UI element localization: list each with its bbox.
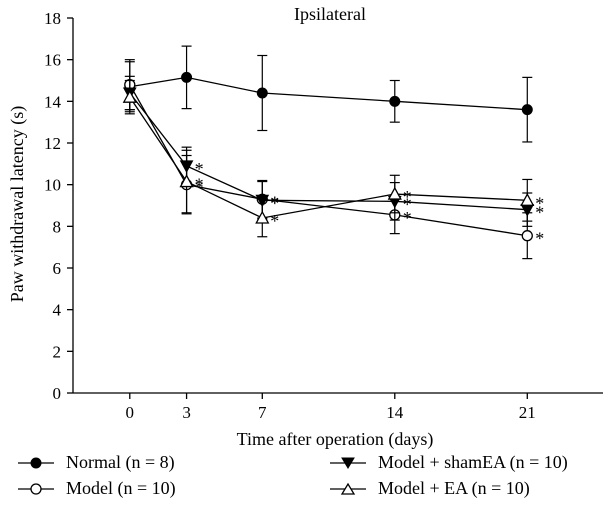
y-tick-label: 16 xyxy=(44,51,61,70)
filled-triangle-down-icon xyxy=(330,457,366,469)
y-tick-label: 4 xyxy=(53,301,62,320)
chart-title: Ipsilateral xyxy=(294,4,366,24)
significance-star: * xyxy=(403,208,412,228)
data-point xyxy=(521,230,533,242)
y-tick-label: 18 xyxy=(44,9,61,28)
legend-item-normal: Normal (n = 8) xyxy=(18,452,175,473)
y-tick-label: 6 xyxy=(53,259,62,278)
y-tick-label: 10 xyxy=(44,176,61,195)
x-axis-label: Time after operation (days) xyxy=(237,429,434,450)
legend-item-model-shamea: Model + shamEA (n = 10) xyxy=(330,452,568,473)
data-point xyxy=(387,186,402,200)
series-layer: ****** * **** * xyxy=(122,45,544,260)
legend-label-model: Model (n = 10) xyxy=(66,478,176,498)
axes: 0 2 4 6 8 10 12 14 16 18 0 3 7 14 21 xyxy=(44,9,603,422)
significance-star: * xyxy=(270,192,279,212)
y-tick-label: 0 xyxy=(53,384,62,403)
y-tick-label: 12 xyxy=(44,134,61,153)
significance-star: * xyxy=(403,187,412,207)
legend-item-model-ea: Model + EA (n = 10) xyxy=(330,478,530,499)
y-tick-label: 2 xyxy=(53,342,62,361)
series-line xyxy=(129,96,528,219)
significance-star: * xyxy=(195,159,204,179)
open-circle-icon xyxy=(18,482,54,495)
significance-star: * xyxy=(270,211,279,231)
y-axis-label: Paw withdrawal latency (s) xyxy=(7,106,28,302)
legend-item-model: Model (n = 10) xyxy=(18,478,176,499)
data-point xyxy=(255,210,270,224)
filled-circle-icon xyxy=(18,457,54,468)
significance-star: * xyxy=(195,175,204,195)
y-tick-label: 14 xyxy=(44,92,62,111)
x-tick-label: 21 xyxy=(519,403,536,422)
x-tick-label: 0 xyxy=(126,403,135,422)
legend-label-normal: Normal (n = 8) xyxy=(66,452,175,472)
series-line xyxy=(129,76,528,111)
significance-star: * xyxy=(535,193,544,213)
x-tick-label: 7 xyxy=(258,403,267,422)
legend-label-model-ea: Model + EA (n = 10) xyxy=(378,478,530,498)
series-line xyxy=(129,92,528,211)
data-point xyxy=(389,95,401,107)
series-0 xyxy=(124,45,533,143)
data-point xyxy=(179,174,194,188)
y-tick-label: 8 xyxy=(53,217,62,236)
data-point xyxy=(521,104,533,116)
data-point xyxy=(122,89,137,103)
x-tick-label: 14 xyxy=(386,403,404,422)
series-3: *** * xyxy=(122,79,544,238)
legend-label-model-shamea: Model + shamEA (n = 10) xyxy=(378,452,568,472)
open-triangle-up-icon xyxy=(330,482,366,495)
series-1: **** xyxy=(124,59,544,260)
data-point xyxy=(256,87,268,99)
data-point xyxy=(520,192,535,206)
data-point xyxy=(181,71,193,83)
legend: Normal (n = 8) Model (n = 10) Model + sh… xyxy=(0,450,614,524)
significance-star: * xyxy=(535,203,544,223)
significance-star: * xyxy=(535,229,544,249)
x-tick-label: 3 xyxy=(182,403,191,422)
significance-star: * xyxy=(270,193,279,213)
significance-star: * xyxy=(403,194,412,214)
